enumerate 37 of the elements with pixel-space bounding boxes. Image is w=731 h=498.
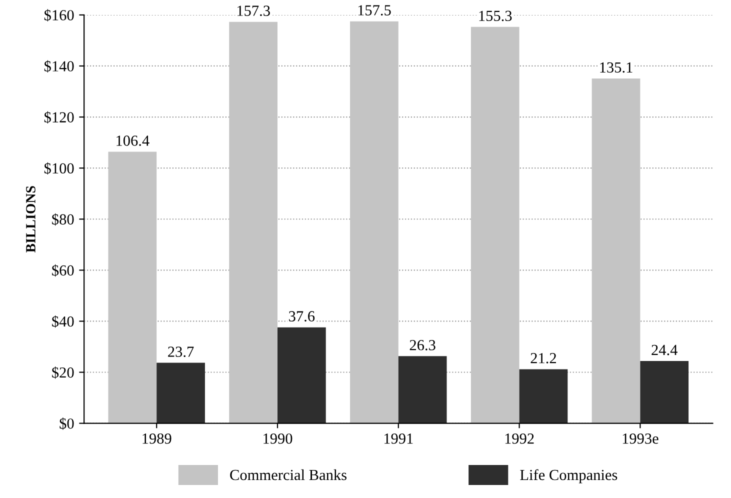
y-tick-label: $100 — [44, 162, 74, 175]
data-label: 24.4 — [652, 344, 678, 356]
legend-label: Commercial Banks — [230, 469, 346, 480]
x-tick-label: 1989 — [142, 433, 172, 444]
bar — [278, 327, 326, 424]
bar — [350, 21, 398, 424]
bar — [398, 356, 447, 424]
y-axis-title: BILLIONS — [26, 186, 36, 252]
y-tick-label: $0 — [60, 418, 74, 430]
x-tick-label: 1990 — [264, 433, 292, 444]
bar — [470, 26, 520, 424]
y-tick-label: $120 — [44, 111, 74, 124]
data-label: 26.3 — [410, 340, 436, 350]
bar — [592, 78, 640, 424]
data-label: 23.7 — [168, 346, 194, 357]
bar — [640, 361, 689, 424]
x-tick-label: 1992 — [505, 434, 534, 444]
x-tick-label: 1991 — [384, 434, 413, 444]
bar — [229, 22, 278, 424]
data-label: 135.1 — [600, 62, 632, 73]
y-tick-label: $140 — [44, 60, 74, 72]
y-tick-label: $80 — [52, 213, 74, 226]
legend-label: Life Companies — [520, 469, 618, 484]
data-label: 157.3 — [237, 6, 270, 16]
data-label: 106.4 — [116, 136, 150, 146]
y-tick-label: $20 — [52, 366, 74, 379]
bar — [519, 369, 568, 424]
y-tick-label: $160 — [44, 9, 74, 22]
data-label: 37.6 — [289, 311, 315, 322]
bar — [108, 152, 157, 424]
data-label: 21.2 — [530, 353, 556, 364]
data-label: 157.5 — [358, 5, 391, 16]
data-label: 155.3 — [479, 10, 512, 22]
x-tick-label: 1993e — [622, 434, 658, 444]
y-tick-label: $60 — [52, 264, 74, 277]
bar — [156, 362, 205, 424]
y-tick-label: $40 — [52, 315, 74, 328]
